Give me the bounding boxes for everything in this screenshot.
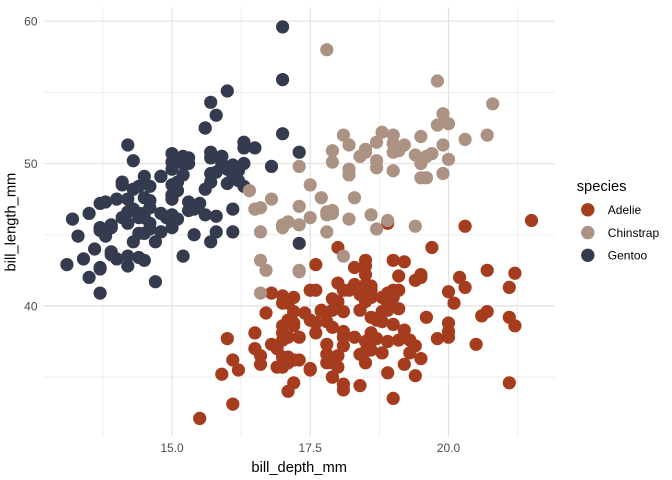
svg-text:40: 40 bbox=[24, 299, 38, 313]
svg-text:Gentoo: Gentoo bbox=[608, 249, 648, 263]
svg-text:60: 60 bbox=[24, 15, 38, 29]
svg-text:17.5: 17.5 bbox=[299, 441, 323, 455]
svg-text:bill_depth_mm: bill_depth_mm bbox=[251, 460, 347, 476]
svg-text:20.0: 20.0 bbox=[437, 441, 461, 455]
svg-text:Adelie: Adelie bbox=[608, 203, 642, 217]
svg-text:species: species bbox=[577, 179, 627, 195]
svg-text:Chinstrap: Chinstrap bbox=[608, 226, 660, 240]
svg-text:15.0: 15.0 bbox=[160, 441, 184, 455]
svg-text:bill_length_mm: bill_length_mm bbox=[3, 173, 19, 272]
svg-text:50: 50 bbox=[24, 157, 38, 171]
